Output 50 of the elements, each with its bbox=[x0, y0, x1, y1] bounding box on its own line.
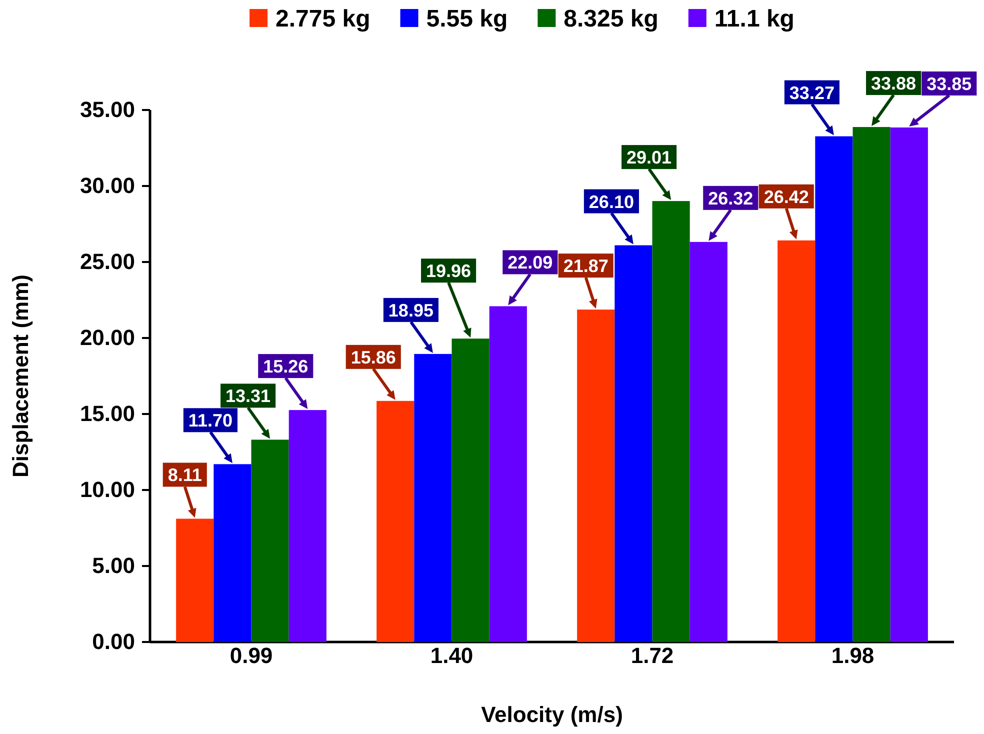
data-label: 26.32 bbox=[708, 188, 754, 208]
data-label: 29.01 bbox=[626, 148, 672, 168]
data-label: 33.88 bbox=[871, 74, 916, 94]
x-tick-label: 1.72 bbox=[630, 643, 674, 668]
data-label: 26.42 bbox=[764, 186, 809, 207]
data-label: 13.31 bbox=[226, 386, 271, 406]
bar bbox=[414, 354, 452, 642]
bar bbox=[815, 136, 853, 642]
bar bbox=[251, 440, 289, 642]
data-label: 8.11 bbox=[168, 465, 202, 486]
y-tick-label: 15.00 bbox=[80, 401, 135, 426]
x-tick-label: 0.99 bbox=[230, 643, 273, 668]
data-label: 33.27 bbox=[789, 82, 834, 103]
data-label: 15.26 bbox=[263, 356, 308, 377]
data-label: 22.09 bbox=[508, 252, 553, 273]
bar bbox=[214, 464, 252, 642]
data-label: 15.86 bbox=[350, 347, 396, 368]
data-label: 18.95 bbox=[388, 300, 434, 320]
legend-label: 11.1 kg bbox=[714, 6, 794, 33]
bar bbox=[652, 201, 690, 642]
data-label: 26.10 bbox=[588, 192, 634, 212]
data-label: 19.96 bbox=[426, 261, 472, 282]
data-label: 11.70 bbox=[188, 410, 232, 431]
bar bbox=[452, 338, 490, 642]
y-tick-label: 0.00 bbox=[92, 629, 135, 654]
bar bbox=[890, 127, 928, 642]
x-axis-title: Velocity (m/s) bbox=[481, 702, 623, 727]
y-tick-label: 30.00 bbox=[80, 173, 135, 198]
y-axis-title: Displacement (mm) bbox=[8, 274, 33, 478]
bar bbox=[614, 245, 652, 642]
x-tick-label: 1.40 bbox=[430, 643, 474, 668]
bar bbox=[176, 518, 214, 642]
bar bbox=[376, 400, 414, 642]
bar bbox=[852, 127, 890, 642]
y-tick-label: 20.00 bbox=[80, 325, 135, 350]
bar bbox=[288, 410, 326, 642]
legend-label: 8.325 kg bbox=[564, 6, 658, 33]
bar bbox=[577, 310, 615, 642]
y-tick-label: 10.00 bbox=[80, 477, 135, 502]
y-tick-label: 25.00 bbox=[80, 249, 135, 274]
legend-label: 5.55 kg bbox=[426, 6, 508, 33]
bar bbox=[690, 242, 728, 642]
legend-label: 2.775 kg bbox=[276, 6, 370, 33]
y-tick-label: 5.00 bbox=[92, 553, 135, 578]
bar bbox=[489, 306, 527, 642]
data-label: 21.87 bbox=[563, 256, 608, 276]
y-tick-label: 35.00 bbox=[80, 97, 135, 122]
x-tick-label: 1.98 bbox=[831, 643, 874, 668]
bar bbox=[778, 240, 816, 642]
data-label: 33.85 bbox=[926, 74, 972, 94]
